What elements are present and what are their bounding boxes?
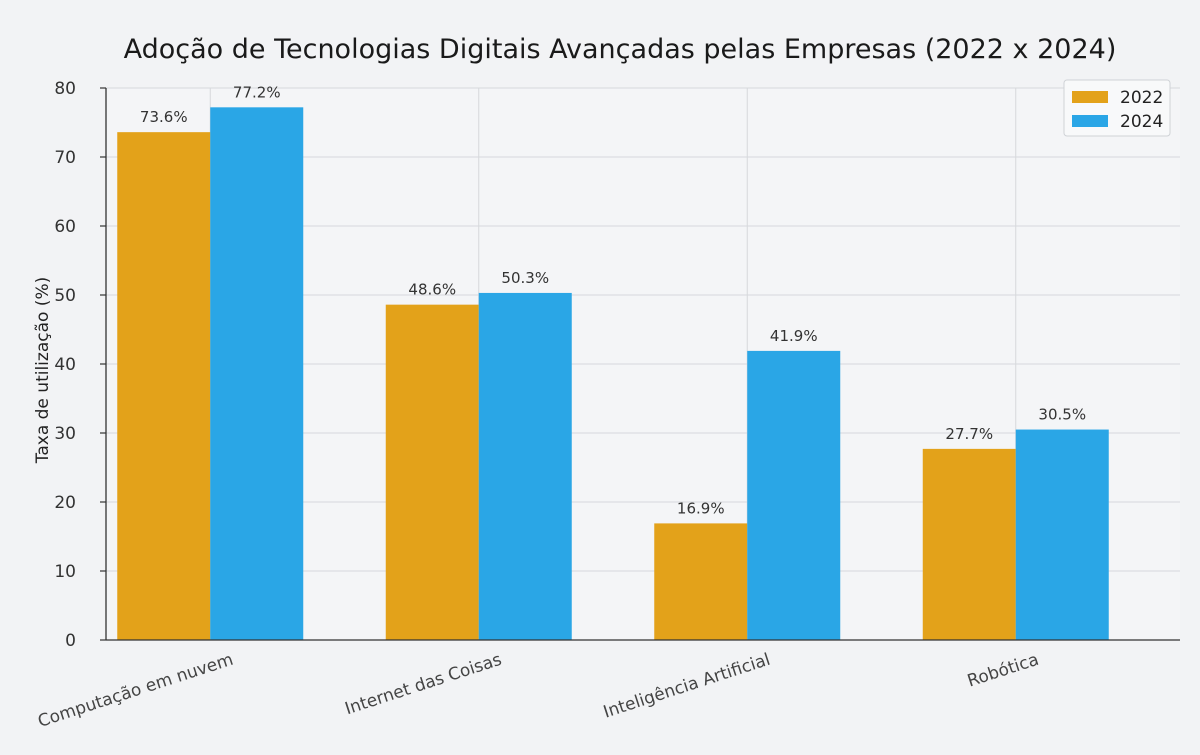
bar-2024[interactable]	[210, 107, 304, 640]
data-label: 27.7%	[945, 425, 993, 443]
y-axis-label: Taxa de utilização (%)	[33, 277, 53, 464]
data-label: 30.5%	[1038, 406, 1086, 424]
y-tick-label: 10	[54, 562, 76, 582]
bar-2024[interactable]	[478, 292, 572, 640]
y-tick-label: 40	[54, 355, 76, 375]
data-labels: 73.6% 48.6% 16.9% 27.7% 77.2% 50.3% 41.9% 30.5%	[140, 83, 1086, 517]
bar-2024[interactable]	[747, 350, 841, 640]
y-tick-label: 60	[54, 217, 76, 237]
legend[interactable]: 2022 2024	[1063, 79, 1171, 137]
data-label: 16.9%	[677, 499, 725, 517]
x-tick-label: Robótica	[965, 650, 1041, 692]
y-tick-label: 80	[54, 79, 76, 99]
data-label: 50.3%	[501, 269, 549, 287]
legend-item-label: 2022	[1120, 88, 1163, 108]
bars	[117, 107, 1109, 640]
x-tick-label: Computação em nuvem	[35, 650, 235, 732]
legend-swatch	[1072, 115, 1108, 127]
y-tick-label: 30	[54, 424, 76, 444]
data-label: 48.6%	[408, 281, 456, 299]
y-tick-label: 0	[65, 631, 76, 651]
y-tick-label: 20	[54, 493, 76, 513]
data-label: 41.9%	[770, 327, 818, 345]
bar-2024[interactable]	[1015, 429, 1109, 640]
data-label: 73.6%	[140, 108, 188, 126]
bar-2022[interactable]	[654, 523, 748, 640]
bar-2022[interactable]	[922, 448, 1016, 640]
legend-swatch	[1072, 91, 1108, 103]
y-tick-label: 50	[54, 286, 76, 306]
legend-item-label: 2024	[1120, 112, 1163, 132]
y-tick-label: 70	[54, 148, 76, 168]
x-tick-label: Inteligência Artificial	[601, 650, 773, 723]
bar-2022[interactable]	[117, 132, 211, 640]
chart-title: Adoção de Tecnologias Digitais Avançadas…	[124, 34, 1117, 65]
x-tick-label: Internet das Coisas	[343, 650, 505, 720]
data-label: 77.2%	[233, 83, 281, 101]
bar-2022[interactable]	[385, 304, 479, 640]
